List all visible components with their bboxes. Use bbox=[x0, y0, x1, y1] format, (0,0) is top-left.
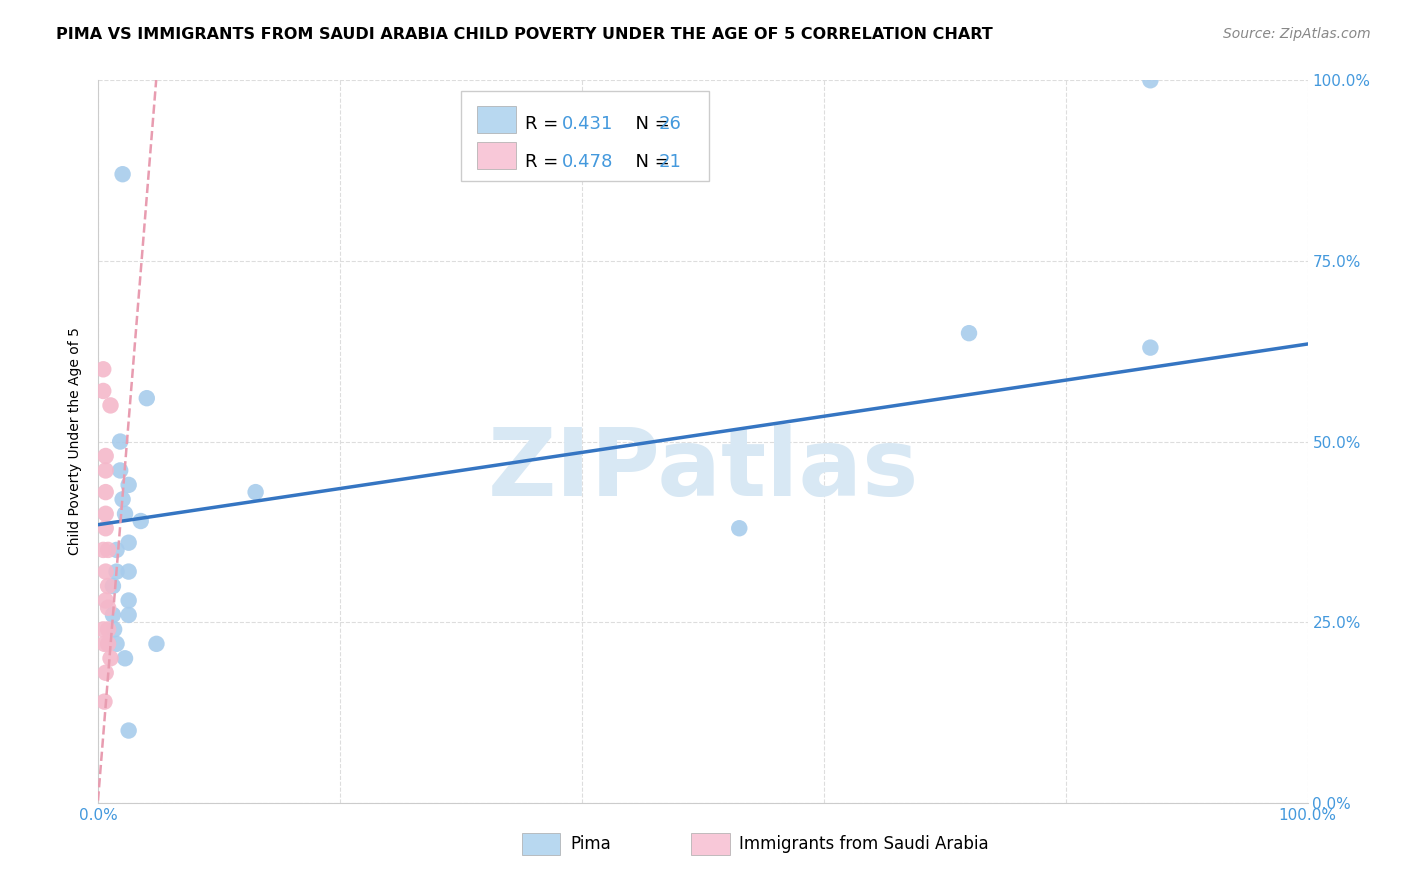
Text: 21: 21 bbox=[658, 153, 681, 171]
Point bbox=[108, 434, 131, 449]
Text: Immigrants from Saudi Arabia: Immigrants from Saudi Arabia bbox=[740, 835, 988, 853]
Text: Pima: Pima bbox=[569, 835, 610, 853]
Point bbox=[145, 637, 167, 651]
Point bbox=[97, 542, 120, 557]
Point bbox=[114, 507, 136, 521]
Text: 0.431: 0.431 bbox=[561, 115, 613, 133]
Point bbox=[728, 521, 751, 535]
Text: N =: N = bbox=[624, 153, 676, 171]
Point bbox=[97, 637, 120, 651]
Point bbox=[94, 665, 117, 680]
Point bbox=[118, 607, 141, 622]
Point bbox=[94, 593, 117, 607]
Point bbox=[957, 326, 980, 340]
Text: ZIPatlas: ZIPatlas bbox=[488, 425, 918, 516]
Point bbox=[118, 723, 141, 738]
Point bbox=[94, 449, 117, 463]
Point bbox=[108, 463, 131, 477]
Point bbox=[94, 485, 117, 500]
Point bbox=[105, 542, 128, 557]
Point bbox=[1139, 73, 1161, 87]
Point bbox=[135, 391, 157, 405]
Text: PIMA VS IMMIGRANTS FROM SAUDI ARABIA CHILD POVERTY UNDER THE AGE OF 5 CORRELATIO: PIMA VS IMMIGRANTS FROM SAUDI ARABIA CHI… bbox=[56, 27, 993, 42]
Point bbox=[100, 651, 122, 665]
Text: R =: R = bbox=[526, 153, 564, 171]
Point bbox=[97, 600, 120, 615]
FancyBboxPatch shape bbox=[690, 833, 730, 855]
Point bbox=[129, 514, 152, 528]
Point bbox=[91, 542, 114, 557]
Point bbox=[94, 521, 117, 535]
Point bbox=[105, 565, 128, 579]
Point bbox=[91, 623, 114, 637]
Text: Source: ZipAtlas.com: Source: ZipAtlas.com bbox=[1223, 27, 1371, 41]
Point bbox=[118, 535, 141, 549]
Point bbox=[111, 167, 134, 181]
Point bbox=[103, 623, 125, 637]
Point bbox=[245, 485, 267, 500]
Point bbox=[97, 623, 120, 637]
FancyBboxPatch shape bbox=[522, 833, 561, 855]
Point bbox=[97, 579, 120, 593]
Text: 0.478: 0.478 bbox=[561, 153, 613, 171]
Point bbox=[91, 362, 114, 376]
Point bbox=[111, 492, 134, 507]
Y-axis label: Child Poverty Under the Age of 5: Child Poverty Under the Age of 5 bbox=[69, 327, 83, 556]
Text: N =: N = bbox=[624, 115, 676, 133]
Point bbox=[101, 607, 124, 622]
Text: 26: 26 bbox=[658, 115, 681, 133]
Point bbox=[94, 463, 117, 477]
Point bbox=[105, 637, 128, 651]
Point bbox=[94, 565, 117, 579]
FancyBboxPatch shape bbox=[477, 105, 516, 133]
Point bbox=[118, 593, 141, 607]
Point bbox=[93, 637, 115, 651]
FancyBboxPatch shape bbox=[461, 91, 709, 181]
Point bbox=[1139, 341, 1161, 355]
Text: R =: R = bbox=[526, 115, 564, 133]
Point bbox=[101, 579, 124, 593]
Point bbox=[94, 507, 117, 521]
Point bbox=[100, 398, 122, 412]
Point bbox=[93, 695, 115, 709]
FancyBboxPatch shape bbox=[477, 142, 516, 169]
Point bbox=[118, 478, 141, 492]
Point bbox=[91, 384, 114, 398]
Point bbox=[118, 565, 141, 579]
Point bbox=[114, 651, 136, 665]
